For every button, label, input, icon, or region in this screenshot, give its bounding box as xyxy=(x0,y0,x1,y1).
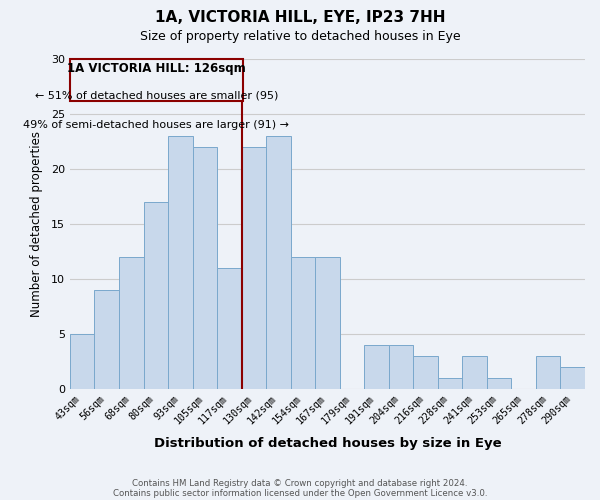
Bar xyxy=(217,268,242,388)
Text: 1A, VICTORIA HILL, EYE, IP23 7HH: 1A, VICTORIA HILL, EYE, IP23 7HH xyxy=(155,10,445,25)
Bar xyxy=(94,290,119,388)
Text: 1A VICTORIA HILL: 126sqm: 1A VICTORIA HILL: 126sqm xyxy=(67,62,246,76)
Bar xyxy=(413,356,438,388)
Bar xyxy=(536,356,560,388)
Bar xyxy=(143,202,168,388)
Bar xyxy=(119,256,143,388)
Bar xyxy=(487,378,511,388)
Bar xyxy=(193,147,217,388)
X-axis label: Distribution of detached houses by size in Eye: Distribution of detached houses by size … xyxy=(154,437,501,450)
Bar xyxy=(463,356,487,388)
Bar xyxy=(438,378,463,388)
Bar xyxy=(560,366,585,388)
Bar xyxy=(70,334,94,388)
Bar xyxy=(290,256,315,388)
Y-axis label: Number of detached properties: Number of detached properties xyxy=(29,131,43,317)
Text: Contains public sector information licensed under the Open Government Licence v3: Contains public sector information licen… xyxy=(113,488,487,498)
FancyBboxPatch shape xyxy=(70,59,243,100)
Text: ← 51% of detached houses are smaller (95): ← 51% of detached houses are smaller (95… xyxy=(35,90,278,101)
Bar xyxy=(364,344,389,389)
Text: Contains HM Land Registry data © Crown copyright and database right 2024.: Contains HM Land Registry data © Crown c… xyxy=(132,478,468,488)
Text: 49% of semi-detached houses are larger (91) →: 49% of semi-detached houses are larger (… xyxy=(23,120,289,130)
Bar xyxy=(168,136,193,388)
Bar xyxy=(266,136,290,388)
Bar xyxy=(389,344,413,389)
Bar xyxy=(315,256,340,388)
Bar xyxy=(242,147,266,388)
Text: Size of property relative to detached houses in Eye: Size of property relative to detached ho… xyxy=(140,30,460,43)
